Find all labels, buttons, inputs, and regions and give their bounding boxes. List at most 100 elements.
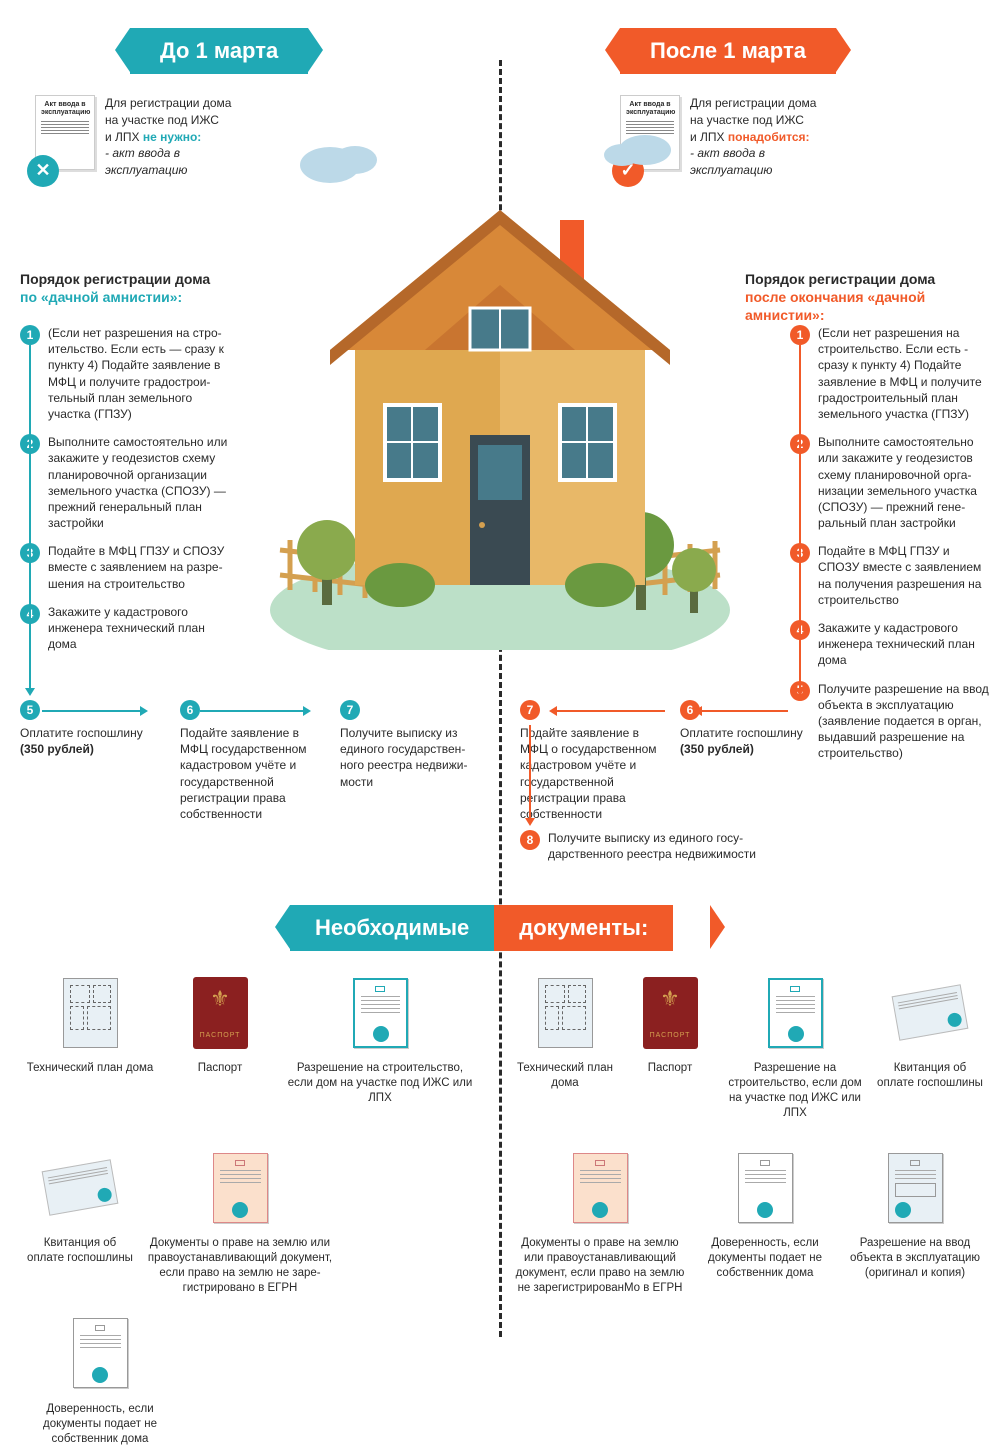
step-item: 6 Подайте заявление в МФЦ государственном… bbox=[180, 700, 320, 822]
doc-item: Разрешение на строительство, если дом на… bbox=[725, 970, 865, 1121]
doc-item: ⚜ПАСПОРТ Паспорт bbox=[625, 970, 715, 1121]
step-item: 2Выполните самостоятельно или закажите у… bbox=[20, 434, 235, 531]
doc-label: Паспорт bbox=[648, 1061, 692, 1076]
step-item: 3Подайте в МФЦ ГПЗУ и СПОЗУ вместе с зая… bbox=[790, 543, 990, 608]
connector bbox=[555, 710, 665, 712]
passport-icon: ⚜ПАСПОРТ bbox=[643, 977, 698, 1049]
step-item: 2Выполните самостоятельно или закажите у… bbox=[790, 434, 990, 531]
doc-item: Документы о праве на землю или правоуста… bbox=[145, 1145, 335, 1296]
doc-item: Разрешение на ввод объекта в эксплуатаци… bbox=[845, 1145, 985, 1296]
step-text: Подайте в МФЦ ГПЗУ и СПОЗУ вместе с заяв… bbox=[818, 543, 990, 608]
receipt-icon bbox=[42, 1159, 119, 1215]
right-steps-row: 7 Подайте заявление в МФЦ о государ­ствен… bbox=[520, 700, 820, 822]
doc-item: Технический план дома bbox=[515, 970, 615, 1121]
step-item: 7 Подайте заявление в МФЦ о государ­ствен… bbox=[520, 700, 660, 822]
step-number: 1 bbox=[790, 325, 810, 345]
step-text: Подайте заявление в МФЦ государственном … bbox=[180, 725, 320, 822]
house-illustration bbox=[260, 130, 740, 630]
doc-label: Разрешение на строительство, если дом на… bbox=[285, 1061, 475, 1106]
step-text: Закажите у кадастрового инженера техниче… bbox=[48, 604, 235, 653]
left-act-text: Для регистрации дома на участке под ИЖС … bbox=[105, 95, 231, 179]
document-icon bbox=[738, 1153, 793, 1223]
doc-label: Разрешение на строительство, если дом на… bbox=[725, 1061, 865, 1121]
right-docs-row2: Документы о праве на землю или правоуста… bbox=[515, 1145, 990, 1296]
docs-ribbon-right: документы: bbox=[494, 905, 673, 951]
doc-item: Доверенность, если документы подает не с… bbox=[695, 1145, 835, 1296]
doc-item: ⚜ПАСПОРТ Паспорт bbox=[165, 970, 275, 1106]
right-docs-row1: Технический план дома ⚜ПАСПОРТ Паспорт Разр… bbox=[515, 970, 990, 1121]
step-text: Подайте в МФЦ ГПЗУ и СПОЗУ вместе с заяв… bbox=[48, 543, 235, 592]
left-steps-row: 5 Оплатите госпошлину (350 рублей) 6 Подайт… bbox=[20, 700, 480, 822]
step-text: Закажите у кадастрового инженера техниче… bbox=[818, 620, 990, 669]
step-number: 5 bbox=[20, 700, 40, 720]
plan-icon bbox=[63, 978, 118, 1048]
doc-label: Разрешение на ввод объекта в эксплуатаци… bbox=[845, 1236, 985, 1281]
right-step-8: 8 Получите выписку из единого госу­дарст… bbox=[520, 830, 800, 874]
step-number: 1 bbox=[20, 325, 40, 345]
step-item: 1(Если нет разрешения на строительство. … bbox=[790, 325, 990, 422]
doc-label: Доверенность, если документы подает не с… bbox=[25, 1402, 175, 1447]
left-section-title: Порядок регистрации дома по «дачной амни… bbox=[20, 270, 210, 306]
permit-icon bbox=[768, 978, 823, 1048]
step-number: 8 bbox=[520, 830, 540, 850]
right-section-title: Порядок регистрации дома после окончания… bbox=[745, 270, 1000, 325]
step-item: 7 Получите выписку из единого государстве… bbox=[340, 700, 480, 822]
doc-label: Паспорт bbox=[198, 1061, 242, 1076]
step-item: 4Закажите у кадастрового инженера технич… bbox=[20, 604, 235, 653]
right-steps: 1(Если нет разрешения на строительство. … bbox=[790, 325, 990, 774]
vvod-doc-icon bbox=[888, 1153, 943, 1223]
step-text: Оплатите госпошлину (350 рублей) bbox=[680, 725, 820, 757]
step-number: 7 bbox=[520, 700, 540, 720]
step-text: Оплатите госпошлину (350 рублей) bbox=[20, 725, 160, 757]
left-ribbon: До 1 марта bbox=[130, 28, 308, 74]
doc-item: Квитанция об оплате госпошлины bbox=[875, 970, 985, 1121]
step-text: Подайте заявление в МФЦ о государ­ственн… bbox=[520, 725, 660, 822]
doc-label: Технический план дома bbox=[515, 1061, 615, 1091]
connector bbox=[29, 345, 31, 690]
step-text: (Если нет разрешения на стро­ительство. … bbox=[48, 325, 235, 422]
left-steps: 1 (Если нет разрешения на стро­ительство.… bbox=[20, 325, 235, 664]
step-text: Получите выписку из единого госу­дарстве… bbox=[548, 830, 800, 862]
act-document-icon: Акт ввода в эксплуатацию ✕ bbox=[35, 95, 95, 179]
doc-label: Документы о праве на землю или правоуста… bbox=[515, 1236, 685, 1296]
doc-label: Документы о праве на землю или правоуста… bbox=[145, 1236, 335, 1296]
step-item: 8 Получите выписку из единого госу­дарст… bbox=[520, 830, 800, 862]
left-docs-row1: Технический план дома ⚜ПАСПОРТ Паспорт Разр… bbox=[25, 970, 485, 1106]
step-item: 4Закажите у кадастрового инженера технич… bbox=[790, 620, 990, 669]
step-text: Выполните самостоятельно или закажите у … bbox=[818, 434, 990, 531]
step-number: 7 bbox=[340, 700, 360, 720]
connector bbox=[700, 710, 788, 712]
doc-item: Разрешение на строительство, если дом на… bbox=[285, 970, 475, 1106]
act-title: Акт ввода в эксплуатацию bbox=[626, 101, 674, 118]
step-item: 5 Оплатите госпошлину (350 рублей) bbox=[20, 700, 160, 822]
step-text: Получите разрешение на ввод объекта в эк… bbox=[818, 681, 990, 762]
plan-icon bbox=[538, 978, 593, 1048]
connector bbox=[799, 345, 801, 690]
doc-label: Технический план дома bbox=[27, 1061, 154, 1076]
permit-icon bbox=[353, 978, 408, 1048]
step-text: Получите выписку из единого государствен… bbox=[340, 725, 480, 790]
doc-label: Квитанция об оплате госпошлины bbox=[25, 1236, 135, 1266]
docs-ribbon-left: Необходимые bbox=[290, 905, 494, 951]
land-doc-icon bbox=[573, 1153, 628, 1223]
doc-label: Квитанция об оплате госпошлины bbox=[875, 1061, 985, 1091]
right-ribbon: После 1 марта bbox=[620, 28, 836, 74]
left-docs-row2: Квитанция об оплате госпошлины Документы … bbox=[25, 1145, 485, 1447]
document-icon bbox=[73, 1318, 128, 1388]
connector bbox=[200, 710, 305, 712]
passport-icon: ⚜ПАСПОРТ bbox=[193, 977, 248, 1049]
infographic-container: До 1 марта После 1 марта Акт ввода в экс… bbox=[0, 0, 1000, 1357]
step-item: 5Получите разрешение на ввод объекта в э… bbox=[790, 681, 990, 762]
act-title: Акт ввода в эксплуатацию bbox=[41, 101, 89, 118]
documents-ribbon: Необходимые документы: bbox=[290, 905, 673, 951]
step-number: 6 bbox=[180, 700, 200, 720]
step-item: 1 (Если нет разрешения на стро­ительство.… bbox=[20, 325, 235, 422]
step-item: 3Подайте в МФЦ ГПЗУ и СПОЗУ вместе с зая… bbox=[20, 543, 235, 592]
cross-badge-icon: ✕ bbox=[27, 155, 59, 187]
doc-item: Квитанция об оплате госпошлины bbox=[25, 1145, 135, 1296]
doc-item: Доверенность, если документы подает не с… bbox=[25, 1311, 175, 1447]
connector bbox=[42, 710, 142, 712]
connector bbox=[529, 725, 531, 820]
doc-item: Технический план дома bbox=[25, 970, 155, 1106]
step-item: 6Оплатите госпошлину (350 рублей) bbox=[680, 700, 820, 822]
